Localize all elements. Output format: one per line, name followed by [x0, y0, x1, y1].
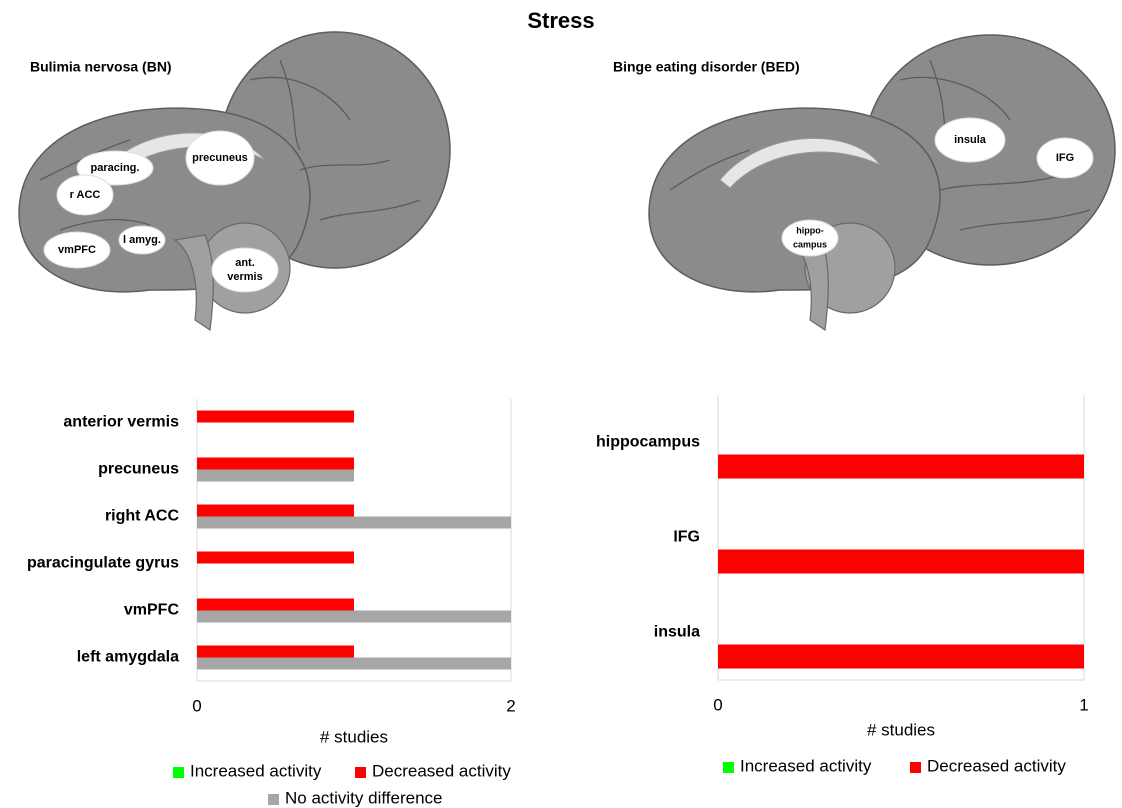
- y-tick-label: left amygdala: [77, 649, 179, 666]
- legend-swatch: [910, 762, 921, 773]
- legend-label: Increased activity: [740, 756, 872, 775]
- region-marker: [211, 247, 279, 293]
- region-label: l amyg.: [123, 234, 161, 246]
- y-tick-label: anterior vermis: [63, 414, 179, 431]
- bar: [197, 457, 354, 470]
- y-tick-label: precuneus: [98, 461, 179, 478]
- region-label: vermis: [227, 271, 262, 283]
- figure-title: Stress: [527, 8, 594, 33]
- bar: [197, 657, 511, 670]
- x-tick-label: 0: [713, 695, 722, 714]
- legend-label: Increased activity: [190, 761, 322, 780]
- legend-swatch: [173, 767, 184, 778]
- x-axis-title: # studies: [320, 727, 388, 746]
- region-marker: [185, 130, 255, 186]
- region-label: precuneus: [192, 152, 248, 164]
- x-tick-label: 2: [506, 696, 515, 715]
- y-tick-label: hippocampus: [596, 434, 700, 451]
- region-marker: [56, 174, 114, 216]
- region-label: hippo-: [796, 225, 824, 235]
- bar: [197, 516, 511, 529]
- region-label: vmPFC: [58, 244, 96, 256]
- bar: [197, 410, 354, 423]
- region-marker: [934, 117, 1006, 163]
- bar: [197, 469, 354, 482]
- brain-illustration-bed: [648, 34, 1116, 332]
- legend-swatch: [355, 767, 366, 778]
- region-label: campus: [793, 239, 827, 249]
- bar: [197, 504, 354, 517]
- y-tick-label: insula: [654, 624, 700, 641]
- legend-label: No activity difference: [285, 788, 442, 807]
- bar: [197, 598, 354, 611]
- region-label: insula: [954, 134, 987, 146]
- bar: [197, 610, 511, 623]
- y-tick-label: paracingulate gyrus: [27, 555, 179, 572]
- bar: [718, 549, 1084, 574]
- x-tick-label: 0: [192, 696, 201, 715]
- y-tick-label: IFG: [673, 529, 700, 546]
- legend-swatch: [723, 762, 734, 773]
- bar: [197, 551, 354, 564]
- bar: [197, 645, 354, 658]
- x-tick-label: 1: [1079, 695, 1088, 714]
- region-label: ant.: [235, 257, 255, 269]
- region-marker: [43, 231, 111, 269]
- bar: [718, 644, 1084, 669]
- legend-label: Decreased activity: [372, 761, 511, 780]
- x-axis-title: # studies: [867, 720, 935, 739]
- legend-swatch: [268, 794, 279, 805]
- y-tick-label: vmPFC: [124, 602, 180, 619]
- region-marker: [781, 219, 839, 257]
- region-marker: [118, 225, 166, 255]
- panel-title: Binge eating disorder (BED): [613, 59, 800, 75]
- region-marker: [1036, 137, 1094, 179]
- legend-label: Decreased activity: [927, 756, 1066, 775]
- bar: [718, 454, 1084, 479]
- region-label: IFG: [1056, 152, 1074, 164]
- y-tick-label: right ACC: [105, 508, 180, 525]
- panel-title: Bulimia nervosa (BN): [30, 59, 172, 75]
- region-label: paracing.: [91, 162, 140, 174]
- region-label: r ACC: [70, 189, 101, 201]
